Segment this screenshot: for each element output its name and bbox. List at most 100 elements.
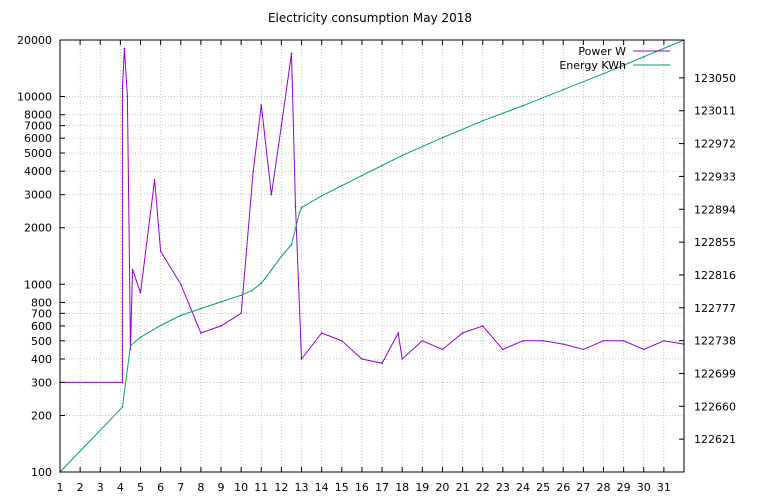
- y2-tick-label: 122894: [694, 203, 736, 216]
- power-point: [522, 340, 524, 342]
- energy-point: [180, 314, 182, 317]
- y-tick-label: 20000: [17, 34, 52, 47]
- power-point: [562, 343, 564, 345]
- energy-point: [121, 406, 124, 409]
- power-point: [441, 348, 444, 351]
- y-tick-label: 10000: [17, 91, 52, 104]
- y2-tick-label: 122816: [694, 269, 736, 282]
- y2-tick-label: 122855: [694, 236, 736, 249]
- legend-label-energy: Energy KWh: [559, 59, 626, 72]
- power-point: [361, 358, 363, 360]
- x-tick-label: 25: [536, 481, 550, 494]
- y-tick-label: 100: [31, 466, 52, 479]
- x-tick-label: 1: [57, 481, 64, 494]
- chart-title: Electricity consumption May 2018: [268, 11, 472, 25]
- x-tick-label: 13: [295, 481, 309, 494]
- power-point: [381, 362, 383, 365]
- x-tick-label: 22: [476, 481, 490, 494]
- y-tick-label: 500: [31, 335, 52, 348]
- x-tick-label: 14: [315, 481, 329, 494]
- energy-point: [290, 243, 293, 246]
- power-series: [59, 47, 685, 384]
- x-tick-label: 26: [556, 481, 570, 494]
- y2-tick-label: 122777: [694, 302, 736, 315]
- energy-point: [381, 164, 383, 167]
- x-tick-label: 15: [335, 481, 349, 494]
- power-point: [502, 348, 504, 351]
- energy-point: [250, 290, 252, 292]
- y-tick-label: 600: [31, 320, 52, 333]
- energy-point: [361, 174, 363, 177]
- power-point: [294, 205, 297, 208]
- energy-point: [481, 120, 484, 122]
- y2-tick-label: 123050: [694, 72, 736, 85]
- y-tick-label: 300: [31, 376, 52, 389]
- x-tick-label: 27: [576, 481, 590, 494]
- power-point: [582, 348, 585, 351]
- power-point: [121, 87, 124, 90]
- power-point: [320, 332, 323, 334]
- power-point: [280, 124, 283, 127]
- y2-tick-label: 122699: [694, 367, 736, 380]
- x-tick-label: 16: [355, 481, 369, 494]
- power-point: [180, 283, 182, 286]
- x-tick-label: 6: [157, 481, 164, 494]
- x-tick-label: 28: [596, 481, 610, 494]
- x-tick-label: 17: [375, 481, 389, 494]
- power-point: [300, 358, 303, 360]
- x-tick-label: 23: [496, 481, 510, 494]
- y-tick-label: 200: [31, 409, 52, 422]
- axes: 1 2 3 4 5 6 7 8 9 10 11 12 13 14 15 16 17 18 19 20 21 22 23 24 2…: [17, 34, 736, 494]
- series-layer: [59, 39, 685, 473]
- x-tick-label: 3: [97, 481, 104, 494]
- legend-label-power: Power W: [578, 45, 626, 58]
- y-tick-label: 2000: [24, 222, 52, 235]
- x-tick-label: 20: [435, 481, 449, 494]
- power-point: [252, 170, 254, 172]
- y-tick-label: 5000: [24, 147, 52, 160]
- y-tick-label: 3000: [24, 189, 52, 202]
- energy-point: [139, 336, 142, 339]
- energy-point: [441, 136, 444, 139]
- y-tick-label: 6000: [24, 132, 52, 145]
- power-point: [121, 381, 124, 384]
- energy-point: [280, 255, 283, 258]
- energy-point: [602, 72, 605, 75]
- x-tick-label: 8: [197, 481, 204, 494]
- power-point: [139, 292, 142, 294]
- x-tick-label: 12: [274, 481, 288, 494]
- y-tick-label: 800: [31, 296, 52, 309]
- y-tick-label: 1000: [24, 278, 52, 291]
- y-tick-label: 8000: [24, 109, 52, 122]
- x-tick-label: 29: [617, 481, 631, 494]
- x-tick-label: 30: [637, 481, 651, 494]
- y-tick-label: 4000: [24, 165, 52, 178]
- power-point: [131, 268, 134, 271]
- x-tick-label: 18: [395, 481, 409, 494]
- energy-point: [522, 104, 524, 107]
- power-point: [622, 340, 625, 342]
- y2-tick-label: 122738: [694, 335, 736, 348]
- x-tick-label: 7: [177, 481, 184, 494]
- power-point: [542, 340, 544, 342]
- power-point: [401, 358, 404, 360]
- energy-point: [298, 211, 301, 214]
- x-tick-label: 11: [254, 481, 268, 494]
- power-point: [602, 340, 605, 342]
- power-point: [200, 332, 202, 334]
- x-tick-label: 10: [234, 481, 248, 494]
- y-tick-label: 700: [31, 307, 52, 320]
- energy-point: [401, 154, 404, 157]
- power-point: [159, 250, 162, 252]
- energy-point: [341, 184, 343, 187]
- x-tick-label: 24: [516, 481, 530, 494]
- power-point: [663, 340, 665, 342]
- energy-point: [260, 282, 263, 285]
- energy-point: [220, 301, 222, 303]
- power-point: [642, 348, 645, 351]
- power-point: [270, 193, 273, 196]
- energy-point: [200, 307, 202, 310]
- energy-point: [642, 56, 645, 58]
